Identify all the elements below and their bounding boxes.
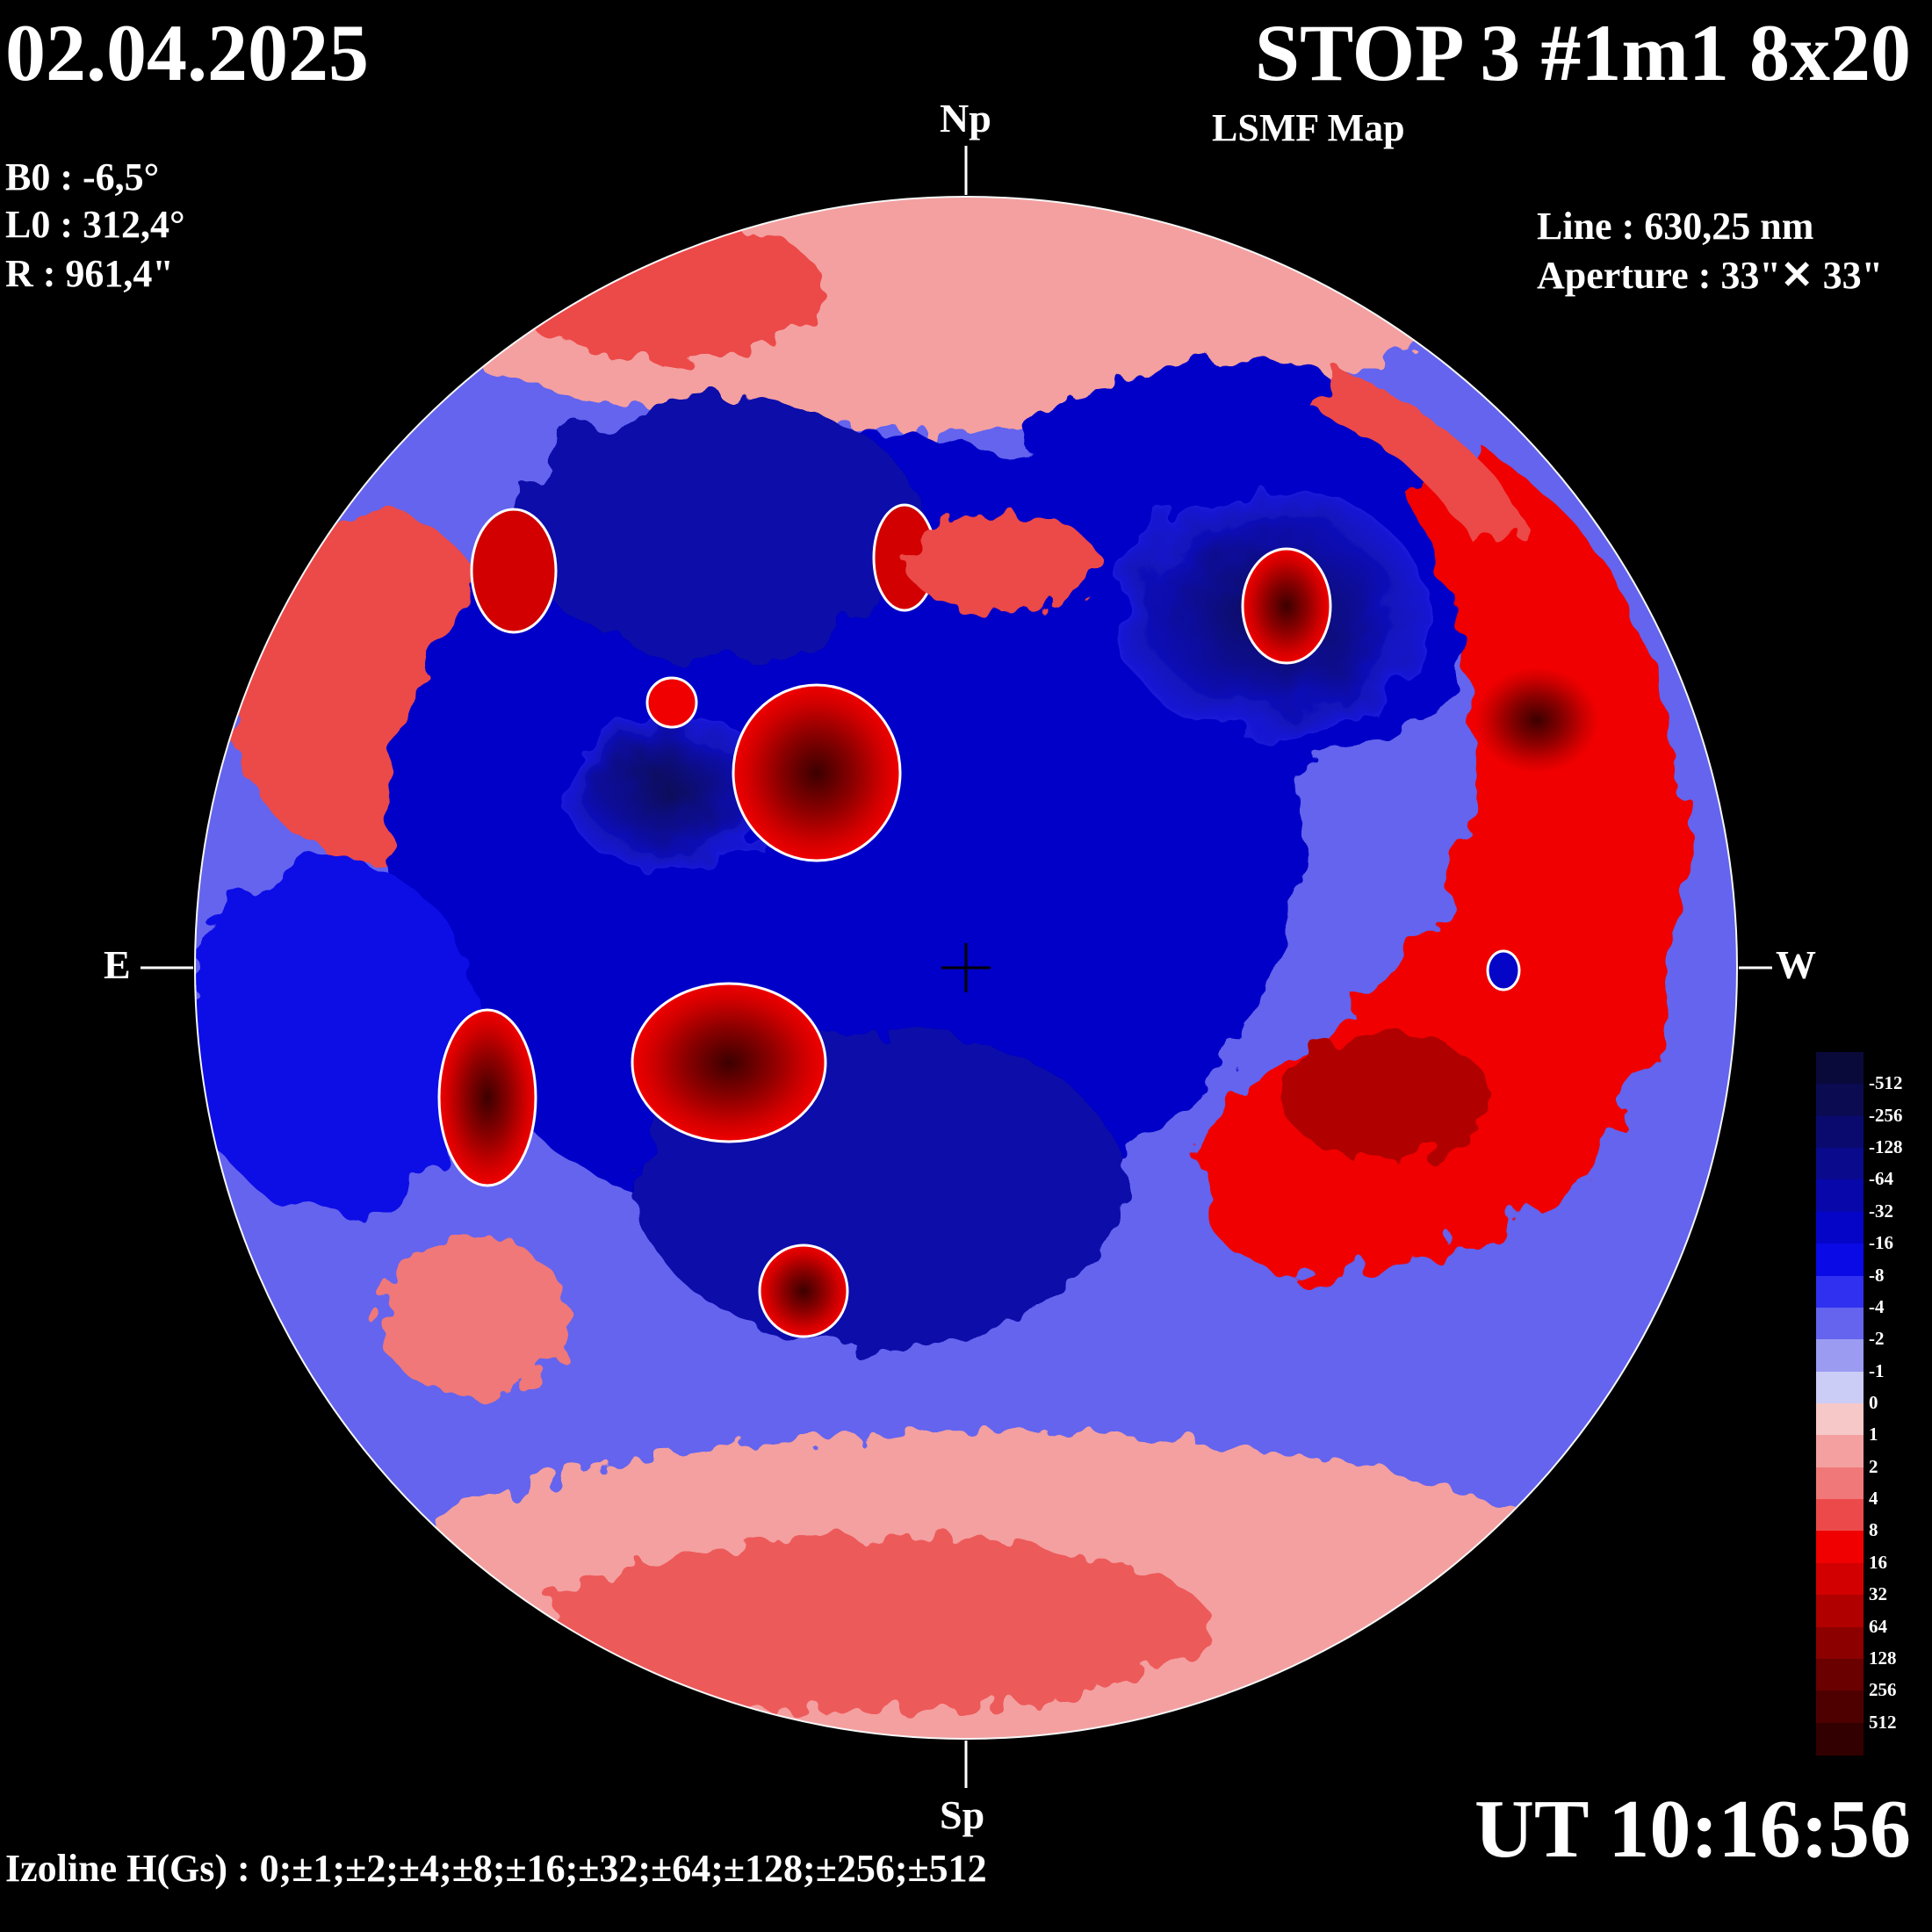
izoline-legend: Izoline H(Gs) : 0;±1;±2;±4;±8;±16;±32;±6… [5, 1847, 987, 1890]
south-pole-label: Sp [940, 1792, 985, 1837]
north-central-blue [518, 395, 922, 659]
spot-south [758, 1244, 849, 1338]
colorbar-cell [1816, 1244, 1864, 1277]
colorbar-cell [1816, 1084, 1864, 1117]
colorbar-tick-label: -16 [1869, 1232, 1893, 1254]
colorbar-tick-label: -512 [1869, 1072, 1903, 1094]
spectral-line-value: Line : 630,25 nm [1537, 205, 1814, 248]
axis-ticks [141, 146, 1772, 1788]
colorbar-cell [1816, 1499, 1864, 1532]
colorbar-cell [1816, 1403, 1864, 1437]
aperture-value: Aperture : 33"✕ 33" [1537, 254, 1884, 297]
west-red-core [1475, 667, 1598, 773]
colorbar-tick-label: 64 [1869, 1615, 1887, 1637]
disk-outline [194, 196, 1738, 1740]
spot-center-lower [631, 982, 827, 1143]
colorbar-tick-label: -8 [1869, 1264, 1885, 1286]
colorbar-tick-label: -256 [1869, 1104, 1903, 1126]
colorbar-cell [1816, 1307, 1864, 1341]
observation-date: 02.04.2025 [5, 8, 369, 97]
colorbar-cell [1816, 1626, 1864, 1660]
north-red-patch [905, 514, 1098, 610]
west-red-lower-core [1282, 1036, 1493, 1159]
spot-nw [470, 508, 558, 634]
west-blue-dot [1486, 949, 1521, 991]
west-red-north [1317, 369, 1528, 544]
south-pink-core [544, 1537, 1212, 1712]
colorbar-cell [1816, 1148, 1864, 1181]
colorbar-tick-label: 8 [1869, 1519, 1878, 1541]
colorbar-cell [1816, 1275, 1864, 1308]
colorbar-tick-label: 0 [1869, 1392, 1878, 1413]
colorbar-tick-label: 128 [1869, 1647, 1897, 1669]
colorbar-tick-label: 512 [1869, 1711, 1897, 1733]
colorbar-tick-label: -32 [1869, 1200, 1893, 1222]
colorbar-cell [1816, 1722, 1864, 1755]
colorbar [1816, 1052, 1864, 1755]
colorbar-cell [1816, 1690, 1864, 1724]
colorbar-tick-label: 32 [1869, 1583, 1887, 1605]
center-cross [941, 943, 991, 992]
colorbar-tick-label: -1 [1869, 1359, 1885, 1381]
spot-ne [1241, 547, 1332, 665]
southeast-pink-patch [378, 1238, 571, 1396]
colorbar-tick-label: -2 [1869, 1328, 1885, 1350]
colorbar-tick-label: 16 [1869, 1551, 1887, 1573]
colorbar-tick-label: 1 [1869, 1424, 1878, 1445]
colorbar-tick-label: 2 [1869, 1455, 1878, 1477]
map-subtitle: LSMF Map [1212, 106, 1405, 149]
colorbar-cell [1816, 1562, 1864, 1597]
b0-value: B0 : -6,5° [5, 155, 160, 198]
colorbar-tick-label: -128 [1869, 1136, 1903, 1158]
radius-value: R : 961,4" [5, 252, 174, 295]
ut-time: UT 10:16:56 [1474, 1784, 1911, 1875]
colorbar-cell [1816, 1371, 1864, 1404]
colorbar-tick-label: 4 [1869, 1488, 1878, 1510]
colorbar-tick-label: -64 [1869, 1168, 1893, 1190]
east-blue [195, 861, 483, 1212]
colorbar-cell [1816, 1595, 1864, 1628]
spot-small-center [645, 676, 698, 729]
colorbar-cell [1816, 1052, 1864, 1085]
colorbar-tick-label: 256 [1869, 1679, 1897, 1701]
colorbar-tick-label: -4 [1869, 1295, 1885, 1317]
core-dark-blue-center [562, 711, 773, 869]
colorbar-cell [1816, 1435, 1864, 1468]
colorbar-cell [1816, 1467, 1864, 1501]
spot-center-upper [732, 683, 902, 862]
l0-value: L0 : 312,4° [5, 203, 185, 246]
colorbar-cell [1816, 1179, 1864, 1213]
west-label: W [1776, 942, 1816, 987]
colorbar-cell [1816, 1211, 1864, 1245]
colorbar-cell [1816, 1115, 1864, 1150]
colorbar-cell [1816, 1658, 1864, 1692]
page-title: STOP 3 #1m1 8x20 [1254, 8, 1911, 97]
spot-left-lower [437, 1008, 537, 1187]
colorbar-cell [1816, 1339, 1864, 1373]
north-pole-label: Np [940, 96, 991, 141]
colorbar-cell [1816, 1531, 1864, 1564]
north-pink-core [509, 220, 825, 360]
east-label: E [104, 942, 131, 987]
